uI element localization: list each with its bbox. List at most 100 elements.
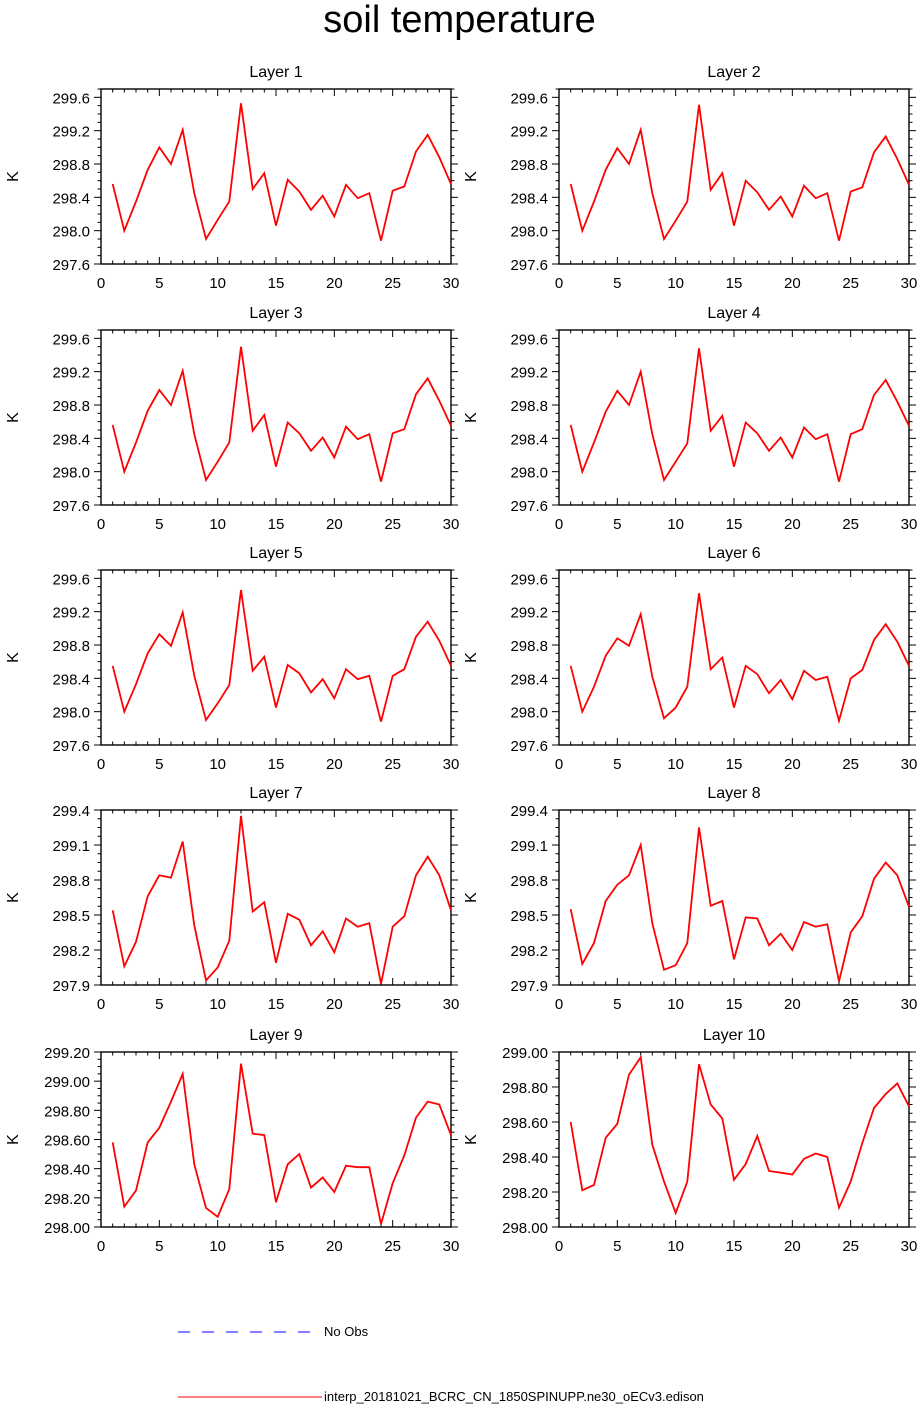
x-tick-label: 5 — [613, 275, 621, 292]
y-tick-label: 298.8 — [52, 638, 90, 655]
series-line — [111, 103, 452, 242]
x-tick-label: 10 — [209, 516, 226, 533]
x-tick-label: 0 — [555, 996, 563, 1013]
plot-frame — [100, 88, 452, 265]
x-tick-label: 30 — [901, 1238, 918, 1255]
x-tick-label: 15 — [268, 275, 285, 292]
y-tick-label: 298.8 — [52, 873, 90, 890]
x-tick-label: 10 — [209, 1238, 226, 1255]
legend-swatches — [178, 1331, 322, 1398]
y-tick-label: 298.4 — [52, 431, 90, 448]
y-tick-label: 299.6 — [52, 571, 90, 588]
x-tick-label: 25 — [384, 756, 401, 773]
y-tick-label: 298.20 — [502, 1185, 548, 1202]
x-tick-label: 15 — [726, 996, 743, 1013]
x-tick-label: 10 — [209, 275, 226, 292]
panel-title: Layer 8 — [707, 785, 760, 802]
x-tick-label: 0 — [555, 516, 563, 533]
y-tick-label: 298.20 — [44, 1191, 90, 1208]
y-tick-label: 299.4 — [510, 803, 548, 820]
y-tick-label: 298.8 — [52, 157, 90, 174]
panel-title: Layer 3 — [249, 305, 302, 322]
x-tick-label: 10 — [667, 516, 684, 533]
panel-8: Layer 8 K 0 5 10 15 20 25 30 297.9 298.2 298.5 298.8… — [463, 785, 917, 1013]
y-tick-label: 298.0 — [510, 224, 548, 241]
y-tick-label: 298.8 — [510, 638, 548, 655]
y-axis-label: K — [5, 1134, 22, 1145]
panel-title: Layer 6 — [707, 545, 760, 562]
x-tick-label: 15 — [726, 1238, 743, 1255]
series-line — [569, 1054, 910, 1216]
y-tick-label: 298.4 — [52, 671, 90, 688]
legend-no-obs-label: No Obs — [324, 1324, 369, 1339]
x-tick-label: 0 — [555, 1238, 563, 1255]
panel-9: Layer 9 K 0 5 10 15 20 25 30 298.00 298.20 298.40 29… — [5, 1027, 459, 1255]
y-tick-label: 298.4 — [510, 190, 548, 207]
x-tick-label: 20 — [784, 756, 801, 773]
x-tick-label: 15 — [726, 275, 743, 292]
plot-frame — [558, 329, 910, 506]
y-tick-label: 299.2 — [52, 124, 90, 141]
series-line — [569, 593, 910, 725]
y-tick-label: 298.40 — [502, 1150, 548, 1167]
y-tick-label: 298.0 — [52, 705, 90, 722]
panel-5: Layer 5 K 0 5 10 15 20 25 30 297.6 298.0 298.4 298.8… — [5, 545, 459, 773]
x-tick-label: 10 — [209, 756, 226, 773]
x-tick-label: 0 — [97, 996, 105, 1013]
x-tick-label: 20 — [784, 275, 801, 292]
x-tick-label: 15 — [268, 996, 285, 1013]
y-tick-label: 299.6 — [52, 90, 90, 107]
y-tick-label: 299.6 — [510, 571, 548, 588]
y-tick-label: 298.80 — [502, 1080, 548, 1097]
y-axis-label: K — [5, 892, 22, 903]
y-tick-label: 299.2 — [510, 124, 548, 141]
x-tick-label: 25 — [842, 996, 859, 1013]
y-tick-label: 299.00 — [44, 1074, 90, 1091]
y-tick-label: 299.2 — [52, 365, 90, 382]
x-tick-label: 30 — [443, 275, 460, 292]
y-axis-label: K — [463, 1134, 480, 1145]
x-tick-label: 5 — [613, 516, 621, 533]
y-tick-label: 297.6 — [510, 738, 548, 755]
x-tick-label: 0 — [97, 756, 105, 773]
y-tick-label: 299.00 — [502, 1045, 548, 1062]
y-tick-label: 297.6 — [52, 257, 90, 274]
x-tick-label: 0 — [97, 275, 105, 292]
y-tick-label: 299.6 — [510, 331, 548, 348]
y-tick-label: 298.4 — [52, 190, 90, 207]
x-tick-label: 20 — [326, 516, 343, 533]
y-tick-label: 297.6 — [510, 257, 548, 274]
x-tick-label: 20 — [784, 516, 801, 533]
x-tick-label: 5 — [155, 516, 163, 533]
x-tick-label: 25 — [842, 756, 859, 773]
plot-frame — [558, 1051, 910, 1228]
y-tick-label: 298.2 — [52, 943, 90, 960]
panel-title: Layer 9 — [249, 1027, 302, 1044]
x-tick-label: 30 — [901, 996, 918, 1013]
x-tick-label: 20 — [326, 275, 343, 292]
panel-title: Layer 1 — [249, 64, 302, 81]
y-axis-label: K — [5, 412, 22, 423]
y-tick-label: 297.9 — [510, 978, 548, 995]
x-tick-label: 10 — [667, 1238, 684, 1255]
legend: No Obs interp_20181021_BCRC_CN_1850SPINU… — [0, 1300, 919, 1406]
series-line — [569, 827, 910, 982]
x-tick-label: 30 — [443, 996, 460, 1013]
panel-4: Layer 4 K 0 5 10 15 20 25 30 297.6 298.0 298.4 298.8… — [463, 305, 917, 533]
x-tick-label: 30 — [443, 756, 460, 773]
x-tick-label: 0 — [97, 516, 105, 533]
y-tick-label: 299.1 — [52, 838, 90, 855]
x-tick-label: 25 — [384, 996, 401, 1013]
series-line — [111, 346, 452, 483]
panel-2: Layer 2 K 0 5 10 15 20 25 30 297.6 298.0 298.4 298.8… — [463, 64, 917, 292]
y-tick-label: 299.2 — [52, 605, 90, 622]
y-tick-label: 298.60 — [502, 1115, 548, 1132]
x-tick-label: 0 — [97, 1238, 105, 1255]
y-tick-label: 298.2 — [510, 943, 548, 960]
series-line — [569, 348, 910, 483]
y-tick-label: 299.4 — [52, 803, 90, 820]
x-tick-label: 30 — [901, 756, 918, 773]
y-tick-label: 298.8 — [510, 873, 548, 890]
panel-1: Layer 1 K 0 5 10 15 20 25 30 297.6 298.0 298.4 298.8… — [5, 64, 459, 292]
y-axis-label: K — [463, 652, 480, 663]
